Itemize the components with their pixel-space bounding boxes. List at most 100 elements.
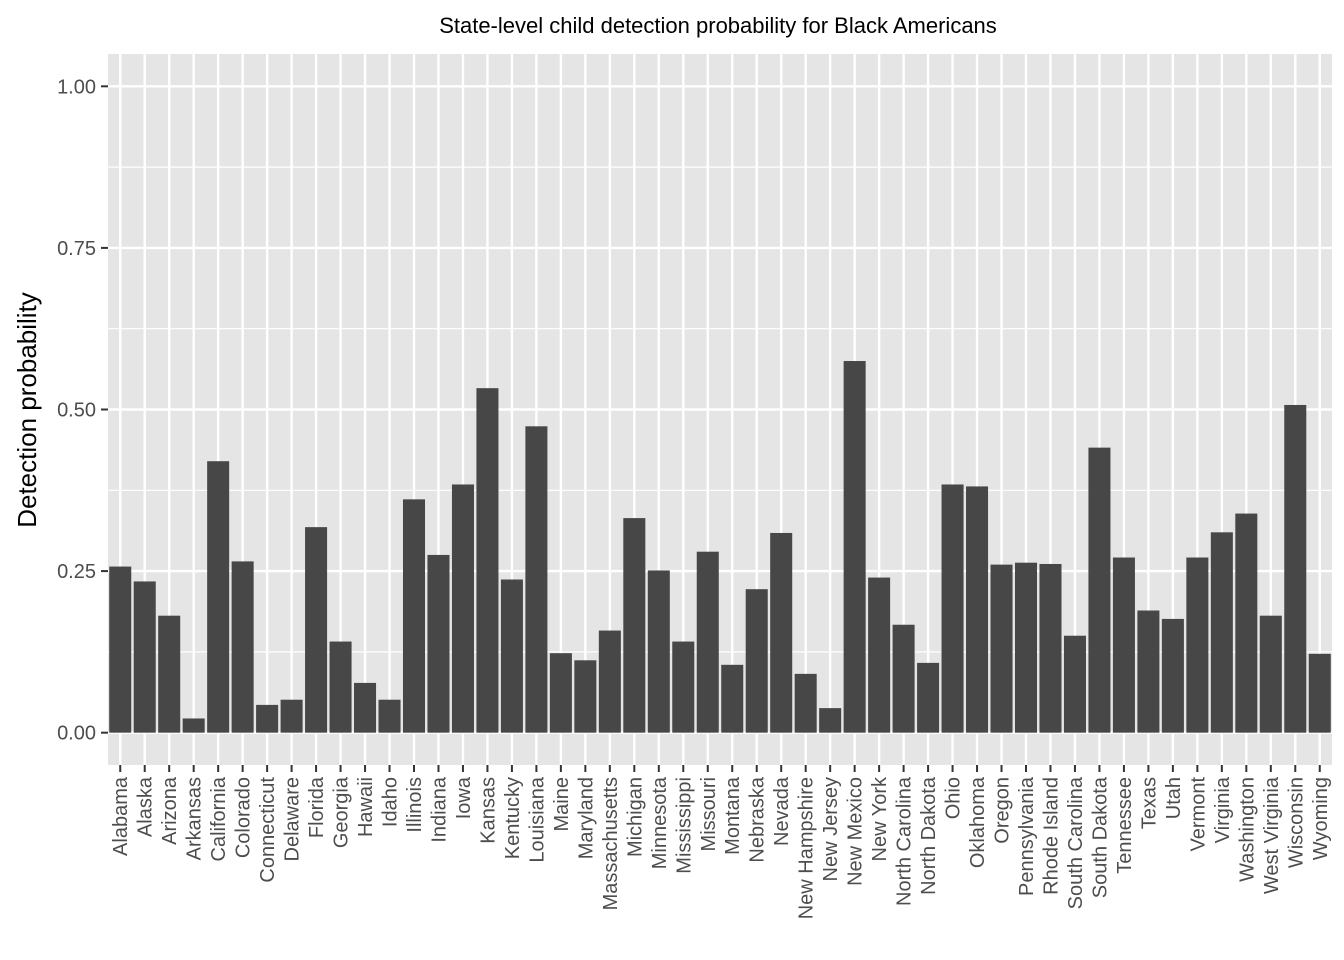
bar-rhode-island: [1039, 563, 1062, 733]
bar-missouri: [696, 551, 719, 733]
bar-montana: [721, 664, 744, 733]
x-tick-label: Ohio: [943, 777, 965, 819]
bar-ohio: [941, 484, 964, 733]
x-tick-label: California: [208, 776, 230, 861]
bar-new-york: [868, 577, 891, 733]
bar-california: [207, 461, 230, 733]
y-tick-label: 0.50: [57, 400, 96, 422]
x-tick-label: Florida: [306, 776, 328, 838]
bar-arkansas: [182, 718, 205, 733]
bar-utah: [1161, 618, 1184, 733]
y-tick-label: 0.75: [57, 238, 96, 260]
x-tick-label: Tennessee: [1114, 777, 1136, 874]
bar-washington: [1235, 513, 1258, 733]
x-tick-label: Idaho: [380, 777, 402, 827]
bar-oklahoma: [966, 486, 989, 733]
x-tick-label: Indiana: [428, 776, 450, 842]
bar-hawaii: [354, 682, 377, 733]
x-tick-label: Alaska: [135, 776, 157, 837]
x-tick-label: Missouri: [698, 777, 720, 851]
bar-colorado: [231, 561, 254, 733]
bar-new-jersey: [819, 708, 842, 733]
x-tick-label: New York: [869, 776, 891, 861]
x-tick-label: Louisiana: [526, 776, 548, 863]
x-tick-label: Oklahoma: [967, 776, 989, 868]
bar-nevada: [770, 532, 793, 733]
x-tick-label: Maryland: [575, 777, 597, 859]
x-tick-label: Montana: [722, 776, 744, 855]
x-tick-label: North Carolina: [894, 776, 916, 906]
x-tick-label: Mississippi: [673, 777, 695, 874]
y-tick-label: 1.00: [57, 76, 96, 98]
x-tick-label: Washington: [1236, 777, 1258, 882]
bar-texas: [1137, 610, 1160, 733]
bar-tennessee: [1112, 557, 1135, 733]
bar-maine: [549, 653, 572, 733]
x-tick-label: Pennsylvania: [1016, 776, 1038, 896]
x-tick-label: Massachusetts: [600, 777, 622, 910]
x-tick-label: South Dakota: [1089, 776, 1111, 898]
bar-iowa: [451, 484, 474, 733]
bar-new-mexico: [843, 361, 866, 733]
x-tick-label: Texas: [1138, 777, 1160, 829]
x-tick-label: Arkansas: [184, 777, 206, 860]
x-tick-label: Wisconsin: [1285, 777, 1307, 868]
x-tick-label: Oregon: [992, 777, 1014, 844]
x-tick-label: Iowa: [453, 776, 475, 819]
x-tick-label: Virginia: [1212, 776, 1234, 843]
bar-vermont: [1186, 557, 1209, 733]
x-tick-label: Arizona: [159, 776, 181, 845]
bar-minnesota: [647, 570, 670, 733]
bars: [109, 361, 1331, 733]
x-tick-label: Nebraska: [747, 776, 769, 862]
bar-nebraska: [745, 589, 768, 733]
bar-south-carolina: [1063, 635, 1086, 733]
bar-connecticut: [256, 704, 279, 733]
x-tick-label: New Mexico: [845, 777, 867, 886]
x-tick-label: Kentucky: [502, 777, 524, 859]
x-tick-label: Alabama: [110, 776, 132, 856]
x-tick-label: Connecticut: [257, 777, 279, 883]
bar-kentucky: [500, 579, 523, 733]
bar-alaska: [133, 581, 156, 733]
bar-maryland: [574, 660, 597, 733]
bar-idaho: [378, 699, 401, 733]
x-tick-label: New Hampshire: [796, 777, 818, 919]
bar-virginia: [1210, 532, 1233, 733]
bar-west-virginia: [1259, 615, 1282, 733]
bar-kansas: [476, 388, 499, 733]
bar-louisiana: [525, 426, 548, 733]
x-tick-label: Georgia: [331, 776, 353, 848]
bar-north-carolina: [892, 624, 915, 733]
bar-illinois: [402, 499, 426, 733]
bar-wisconsin: [1284, 404, 1307, 733]
x-tick-label: West Virginia: [1261, 776, 1283, 894]
bar-indiana: [427, 554, 450, 733]
bar-mississippi: [672, 641, 695, 733]
x-tick-label: North Dakota: [918, 776, 940, 895]
x-tick-label: Maine: [551, 777, 573, 831]
y-tick-label: 0.00: [57, 723, 96, 745]
x-tick-label: Utah: [1163, 777, 1185, 819]
x-tick-label: Nevada: [771, 776, 793, 846]
x-tick-label: Rhode Island: [1040, 777, 1062, 895]
y-axis-label: Detection probability: [12, 292, 42, 528]
x-tick-label: Wyoming: [1310, 777, 1332, 860]
x-tick-label: Hawaii: [355, 777, 377, 837]
bar-michigan: [623, 518, 646, 733]
x-tick-label: Minnesota: [649, 776, 671, 869]
x-tick-label: South Carolina: [1065, 776, 1087, 909]
x-tick-label: Michigan: [624, 777, 646, 857]
x-tick-label: Delaware: [282, 777, 304, 861]
bar-arizona: [158, 615, 181, 733]
x-tick-label: Vermont: [1187, 777, 1209, 852]
bar-new-hampshire: [794, 673, 817, 733]
y-tick-label: 0.25: [57, 561, 96, 583]
bar-oregon: [990, 564, 1013, 733]
x-tick-label: Illinois: [404, 777, 426, 833]
bar-georgia: [329, 641, 352, 733]
chart-title: State-level child detection probability …: [439, 13, 997, 38]
bar-alabama: [109, 566, 132, 733]
bar-pennsylvania: [1014, 562, 1038, 733]
